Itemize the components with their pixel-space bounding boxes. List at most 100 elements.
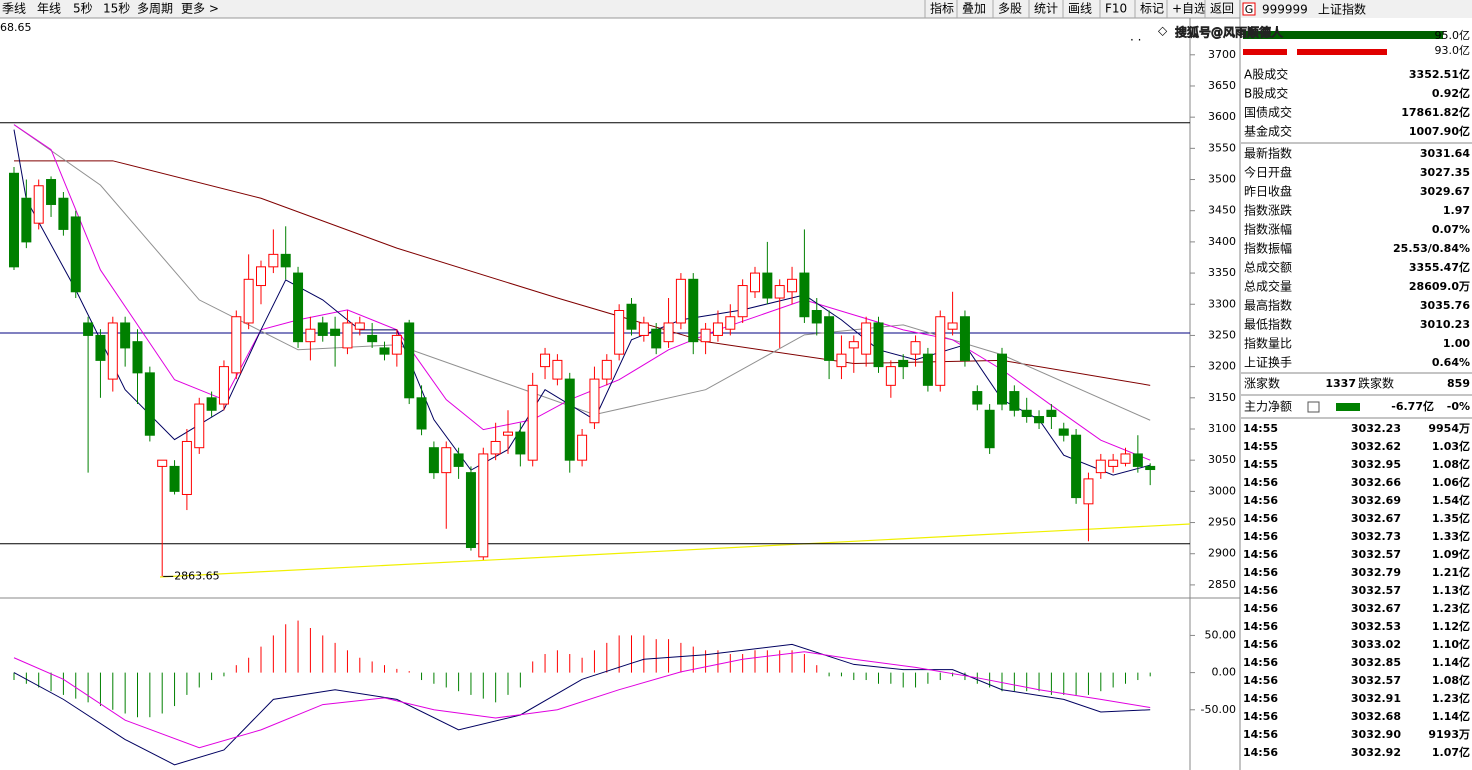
candle-body <box>206 397 217 411</box>
candle-body <box>218 366 229 405</box>
stat-value: 0.64% <box>1432 356 1470 369</box>
candle-body <box>367 334 378 343</box>
candle-body <box>959 316 970 361</box>
toolbar-button[interactable]: 更多 > <box>181 2 219 16</box>
candle-body <box>675 278 686 324</box>
toolbar-button[interactable]: 多周期 <box>137 2 173 16</box>
trade-volume: 1.10亿 <box>1432 637 1470 651</box>
toolbar-button[interactable]: 标记 <box>1140 2 1164 16</box>
toolbar-button[interactable]: 画线 <box>1068 2 1092 16</box>
stat-value: 25.53/0.84% <box>1393 242 1470 255</box>
candle-body <box>46 179 57 205</box>
toolbar-button[interactable]: 指标 <box>930 1 954 16</box>
toolbar-button[interactable]: 叠加 <box>962 2 986 16</box>
candle-body <box>1108 459 1119 467</box>
flow-pct: -0% <box>1447 400 1470 413</box>
candle-body <box>144 372 155 436</box>
trade-volume: 1.23亿 <box>1432 691 1470 705</box>
trade-volume: 1.14亿 <box>1432 709 1470 723</box>
breadth-label: 跌家数 <box>1358 376 1394 391</box>
flow-bar <box>1336 403 1360 411</box>
trade-price: 3032.57 <box>1351 548 1401 561</box>
toolbar-button[interactable]: 季线 <box>2 2 26 16</box>
toolbar-button[interactable]: 返回 <box>1210 2 1234 16</box>
turnover-label: 国债成交 <box>1244 105 1292 120</box>
candle-body <box>330 328 341 336</box>
candle-body <box>441 447 452 474</box>
trade-price: 3032.67 <box>1351 512 1401 525</box>
trade-volume: 1.23亿 <box>1432 601 1470 615</box>
toolbar-button[interactable]: F10 <box>1105 2 1127 16</box>
y-tick-label: 3450 <box>1208 204 1236 217</box>
toolbar-button[interactable]: 年线 <box>37 2 61 16</box>
candle-body <box>1021 409 1032 418</box>
toolbar-button[interactable]: 统计 <box>1034 2 1058 16</box>
trade-volume: 9954万 <box>1428 422 1470 435</box>
y-tick-label: 3700 <box>1208 48 1236 61</box>
y-tick-label: 2950 <box>1208 516 1236 529</box>
candle-body <box>737 285 748 318</box>
candle-body <box>589 378 600 424</box>
stat-value: 1.00 <box>1443 337 1470 350</box>
low-label: 2863.65 <box>174 569 220 582</box>
trade-price: 3032.53 <box>1351 620 1401 633</box>
breadth-value: 1337 <box>1325 377 1356 390</box>
trade-price: 3032.73 <box>1351 530 1401 543</box>
trade-time: 14:56 <box>1243 746 1278 759</box>
code: 999999 <box>1262 3 1308 17</box>
icon: G <box>1245 3 1254 16</box>
y-tick-label: 3050 <box>1208 453 1236 466</box>
trade-volume: 1.03亿 <box>1432 439 1470 453</box>
candle-body <box>107 322 118 380</box>
y-tick-label: 3100 <box>1208 422 1236 435</box>
candle-body <box>663 322 674 343</box>
flow-icon[interactable] <box>1307 401 1320 413</box>
stat-value: 3035.76 <box>1420 299 1470 312</box>
stat-label: 指数涨幅 <box>1244 222 1292 237</box>
candle-body <box>1046 409 1057 418</box>
candle-body <box>379 347 390 355</box>
trade-price: 3032.69 <box>1351 494 1401 507</box>
toolbar-button[interactable]: 15秒 <box>103 2 130 16</box>
y-tick-label: 3350 <box>1208 266 1236 279</box>
candle-body <box>997 353 1007 405</box>
flow-value: -6.77亿 <box>1391 399 1434 413</box>
trade-price: 3032.91 <box>1351 692 1401 705</box>
candle-body <box>750 272 760 293</box>
candle-body <box>21 197 32 243</box>
trade-volume: 9193万 <box>1428 728 1470 741</box>
candle-body <box>614 309 625 355</box>
bar-red <box>1297 49 1387 55</box>
candle-body <box>293 272 304 343</box>
breadth-label: 涨家数 <box>1244 376 1280 391</box>
toolbar-button[interactable]: 多股 <box>998 2 1022 16</box>
candle-body <box>626 303 637 330</box>
trade-time: 14:56 <box>1243 494 1278 507</box>
candle-body <box>811 309 822 324</box>
candle-body <box>848 341 859 349</box>
stat-label: 总成交量 <box>1244 279 1292 294</box>
candle-body <box>984 409 995 449</box>
trade-time: 14:55 <box>1243 440 1278 453</box>
candle-body <box>268 253 279 268</box>
y-tick-label: 2850 <box>1208 578 1236 591</box>
stat-value: 0.07% <box>1432 223 1470 236</box>
trade-volume: 1.06亿 <box>1432 475 1470 489</box>
icon-frame <box>1242 2 1256 16</box>
candle-body <box>935 316 946 386</box>
candle-body <box>354 322 365 330</box>
y-tick-label: 3400 <box>1208 235 1236 248</box>
candle-body <box>1095 459 1106 474</box>
trade-time: 14:56 <box>1243 692 1278 705</box>
candle-body <box>305 328 316 343</box>
toolbar-button[interactable]: 5秒 <box>73 2 93 16</box>
marker-diamond: ◇ <box>1158 24 1168 38</box>
toolbar-button[interactable]: +自选 <box>1172 2 1206 16</box>
trade-time: 14:56 <box>1243 530 1278 543</box>
candle-body <box>391 334 402 355</box>
candle-body <box>922 353 933 386</box>
trade-price: 3032.95 <box>1351 458 1401 471</box>
candle-body <box>972 391 983 405</box>
candle-body <box>453 453 464 467</box>
